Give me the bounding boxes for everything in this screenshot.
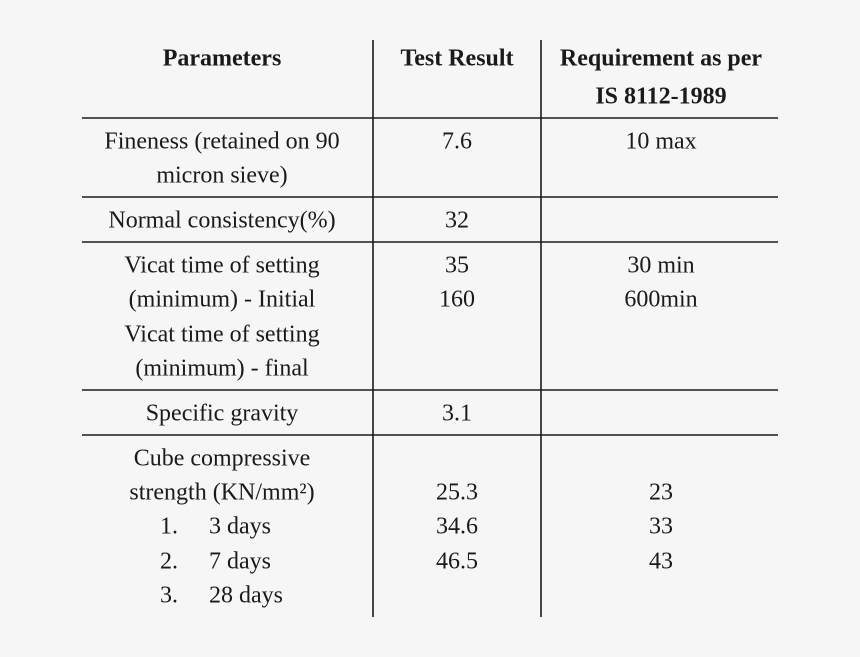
- cell: Cube compressive: [134, 446, 311, 472]
- cell: micron sieve): [156, 163, 287, 189]
- cell: 35: [445, 253, 469, 279]
- cell: 10 max: [625, 129, 696, 155]
- header-cell: Requirement as per: [560, 46, 763, 72]
- cell: Vicat time of setting: [124, 322, 319, 348]
- list-item: 7 days: [209, 549, 271, 575]
- list-number: 2.: [160, 549, 178, 575]
- cell: Vicat time of setting: [124, 253, 319, 279]
- cell: 600min: [624, 287, 697, 313]
- header-cell: Parameters: [163, 46, 282, 72]
- cell: 23: [649, 480, 673, 506]
- list-item: 3 days: [209, 514, 271, 540]
- cell: (minimum) - final: [135, 356, 309, 382]
- cell: 7.6: [442, 129, 472, 155]
- cell: 46.5: [436, 549, 478, 575]
- cell: 3.1: [442, 401, 472, 427]
- cell: 30 min: [627, 253, 694, 279]
- cell: 25.3: [436, 480, 478, 506]
- cell: (minimum) - Initial: [129, 287, 316, 313]
- list-item: 28 days: [209, 583, 283, 609]
- cell: Normal consistency(%): [108, 208, 335, 234]
- cell: 33: [649, 514, 673, 540]
- list-number: 3.: [160, 583, 178, 609]
- cell: 43: [649, 549, 673, 575]
- list-number: 1.: [160, 514, 178, 540]
- header-cell: Test Result: [400, 46, 513, 72]
- cell: Specific gravity: [146, 401, 299, 427]
- cell: Fineness (retained on 90: [104, 129, 339, 155]
- cell: 32: [445, 208, 469, 234]
- header-cell: IS 8112-1989: [595, 84, 726, 110]
- cell: 160: [439, 287, 475, 313]
- cell: 34.6: [436, 514, 478, 540]
- cell: strength (KN/mm²): [129, 480, 314, 506]
